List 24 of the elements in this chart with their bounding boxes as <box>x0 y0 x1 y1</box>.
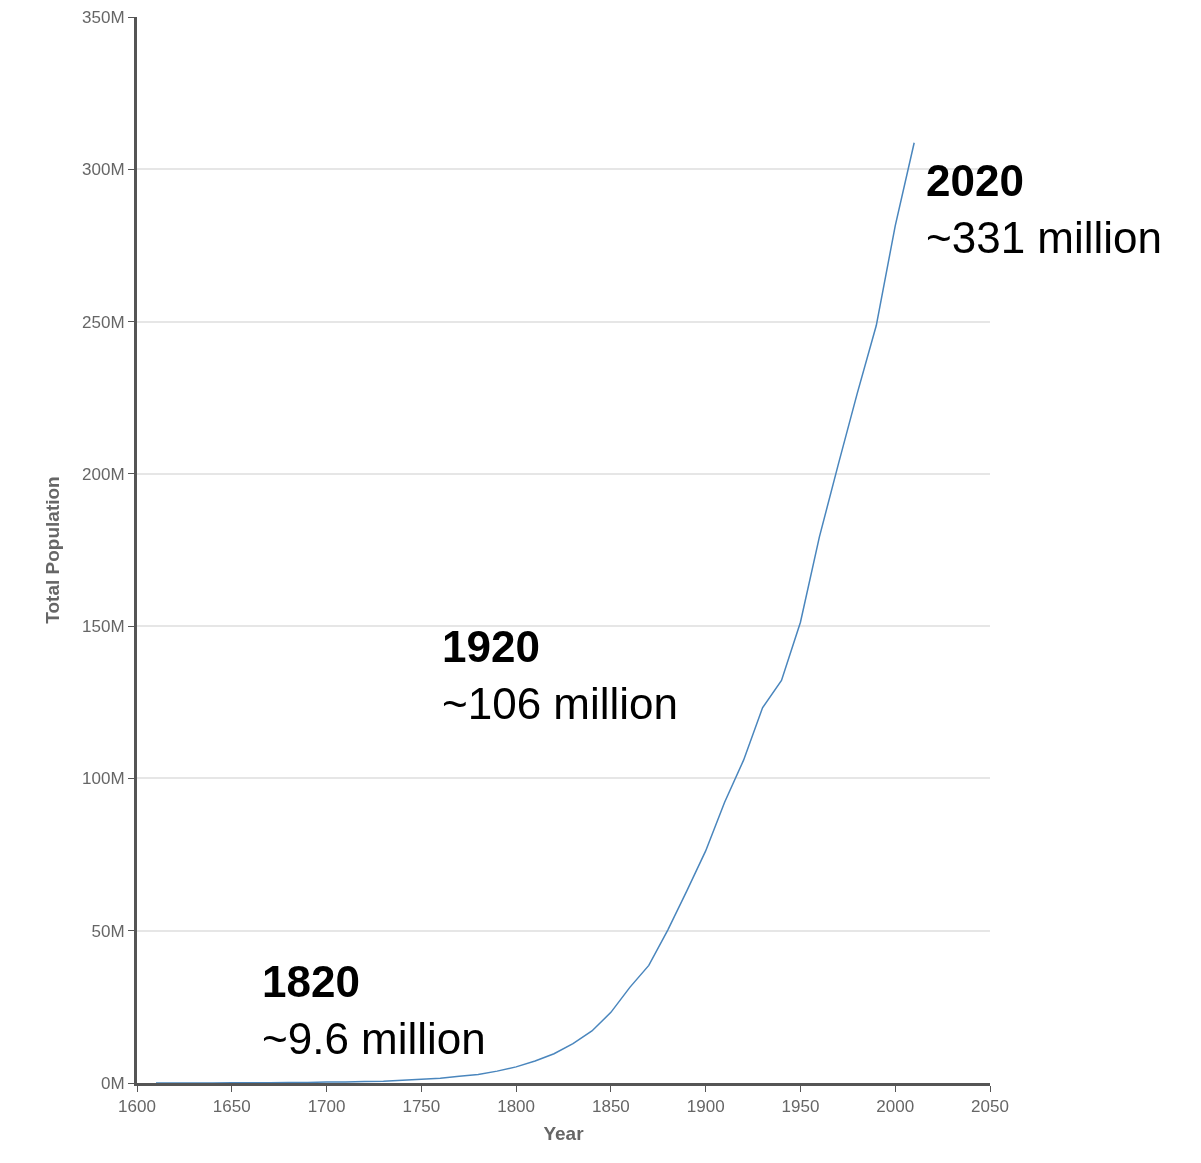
x-tick-label: 1950 <box>781 1097 820 1117</box>
x-tick-label: 1650 <box>212 1097 251 1117</box>
x-tick-label: 2000 <box>876 1097 915 1117</box>
y-tick-label: 250M <box>82 312 125 332</box>
y-tick-label: 100M <box>82 769 125 789</box>
annotation: 1920 ~106 million <box>442 622 679 729</box>
y-tick-label: 50M <box>91 921 125 941</box>
x-axis-title: Year <box>543 1123 585 1145</box>
x-tick-label: 1600 <box>118 1097 156 1117</box>
y-tick-label: 350M <box>82 7 125 27</box>
x-tick-label: 1800 <box>497 1097 536 1117</box>
y-tick-label: 0M <box>100 1073 125 1093</box>
x-tick-label: 1900 <box>686 1097 725 1117</box>
annotation: 2020 ~331 million <box>926 156 1163 263</box>
x-tick-label: 1850 <box>591 1097 630 1117</box>
y-tick-label: 200M <box>82 464 125 484</box>
x-tick-label: 1700 <box>307 1097 346 1117</box>
line-series <box>155 142 915 1083</box>
x-tick-label: 2050 <box>971 1097 1009 1117</box>
x-tick-label: 1750 <box>402 1097 441 1117</box>
annotation: 1820 ~9.6 million <box>262 957 486 1064</box>
y-tick-label: 300M <box>82 160 125 180</box>
y-tick-label: 150M <box>82 617 125 637</box>
y-axis-title: Total Population <box>41 476 63 624</box>
